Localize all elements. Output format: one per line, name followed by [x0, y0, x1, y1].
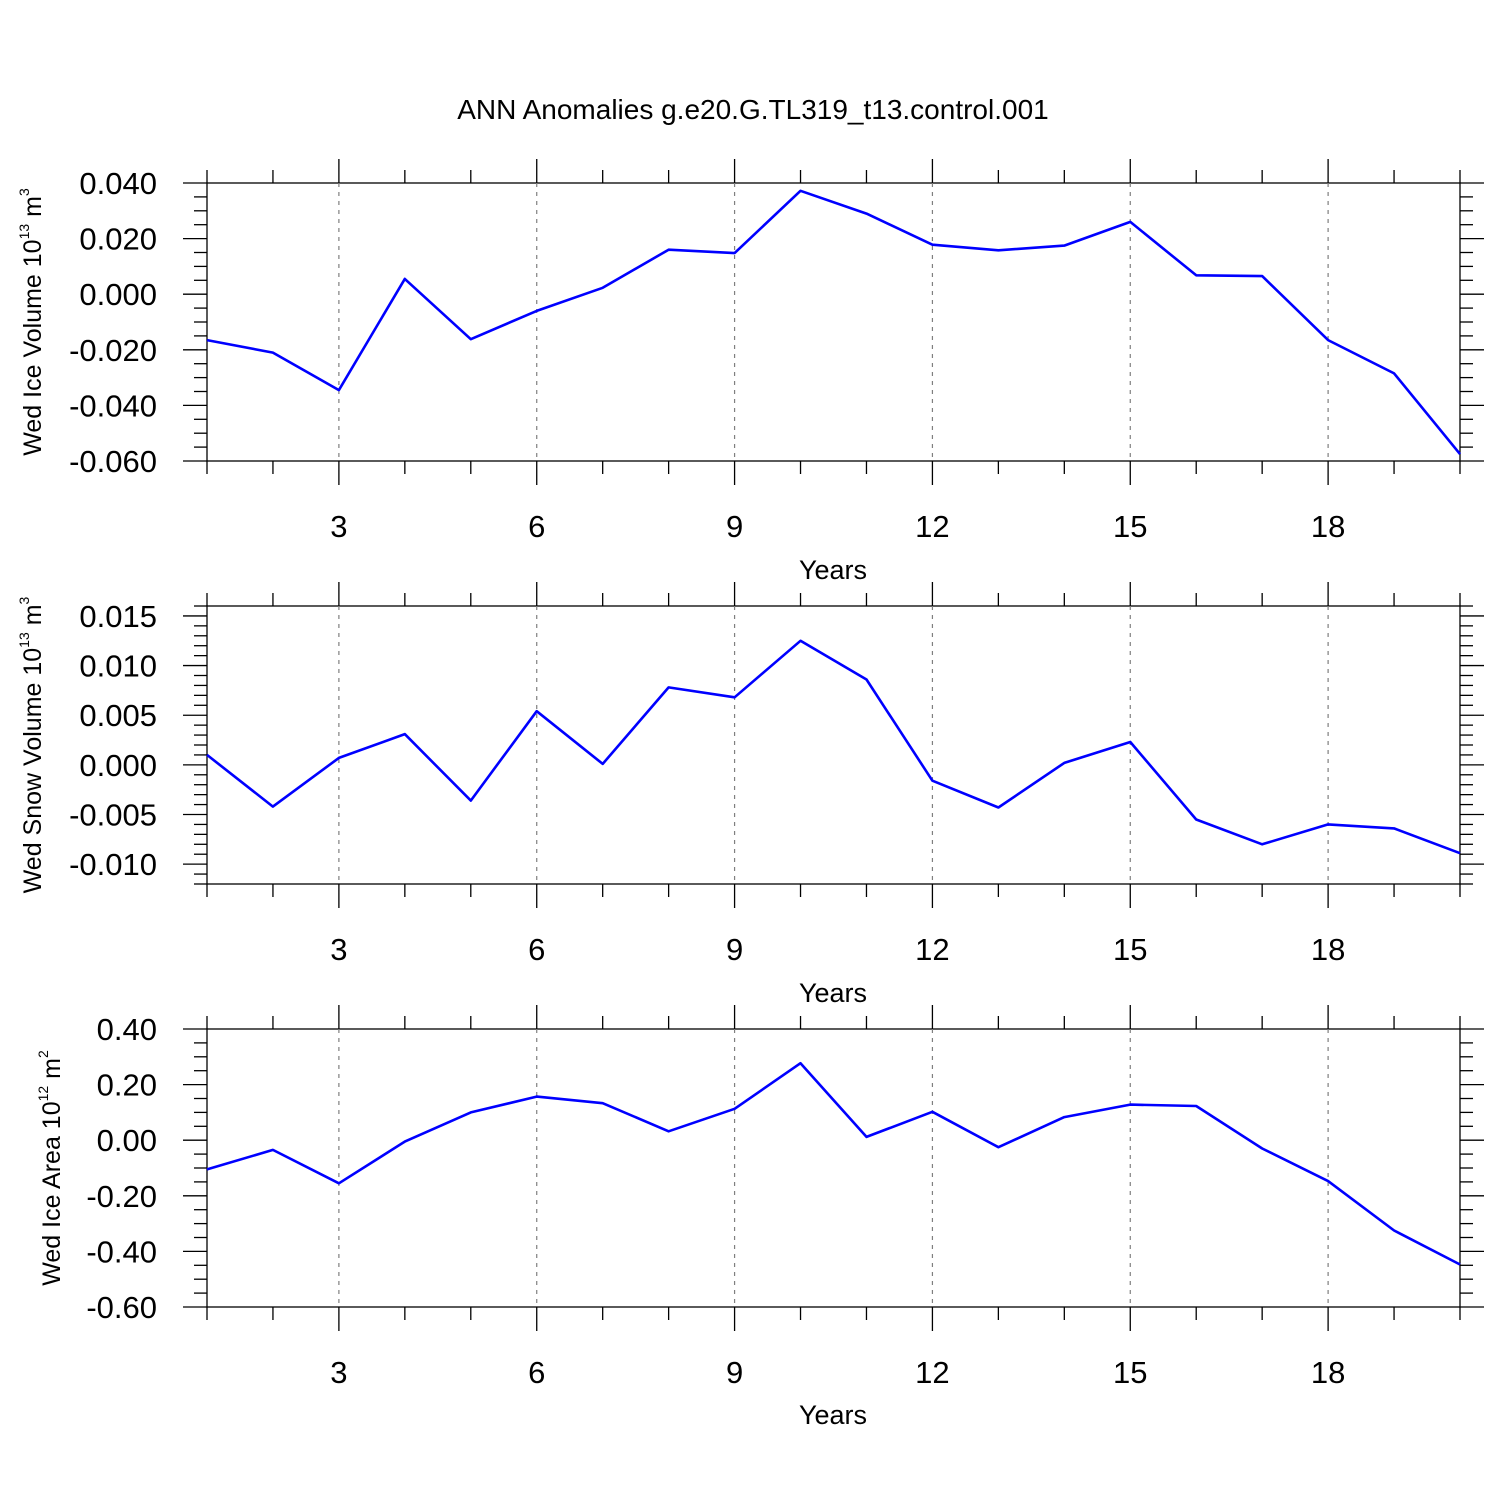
y-axis-label-text: Wed Snow Volume 10	[19, 648, 47, 894]
x-tick-label: 9	[726, 509, 743, 544]
x-tick-label: 12	[915, 932, 949, 967]
y-axis-label: Wed Ice Area 1012 m2	[35, 1050, 66, 1286]
y-tick-label: -0.40	[86, 1234, 157, 1269]
y-tick-label: -0.20	[86, 1179, 157, 1214]
y-tick-label: -0.040	[69, 388, 157, 423]
x-tick-label: 18	[1311, 1355, 1345, 1390]
x-tick-label: 6	[528, 1355, 545, 1390]
y-tick-label: -0.60	[86, 1290, 157, 1325]
x-tick-label: 12	[915, 1355, 949, 1390]
y-tick-label: 0.005	[79, 698, 157, 733]
y-tick-label: 0.010	[79, 649, 157, 684]
series-line	[206, 639, 1461, 855]
x-tick-label: 9	[726, 932, 743, 967]
x-tick-label: 9	[726, 1355, 743, 1390]
x-tick-label: 3	[330, 932, 347, 967]
y-axis-label-exponent: 13	[16, 224, 32, 240]
y-tick-label: 0.020	[79, 222, 157, 257]
y-tick-label: -0.005	[69, 798, 157, 833]
x-tick-label: 3	[330, 509, 347, 544]
x-tick-label: 6	[528, 509, 545, 544]
panel-ice-volume: 0.040 0.020 0.000 -0.020 -0.040 -0.060 3 6 9 12 15…	[16, 159, 1484, 585]
y-axis-label-text: Wed Ice Area 10	[38, 1101, 66, 1285]
series-line	[206, 189, 1462, 455]
y-axis-label-unit-exponent: 3	[16, 188, 32, 196]
plot-frame	[206, 182, 1461, 462]
plot-frame	[206, 1028, 1461, 1308]
x-tick-label: 15	[1113, 1355, 1147, 1390]
x-tick-label: 18	[1311, 932, 1345, 967]
y-axis-label-exponent: 12	[35, 1086, 51, 1102]
y-tick-label: -0.020	[69, 333, 157, 368]
y-tick-label: 0.015	[79, 599, 157, 634]
y-tick-label: 0.20	[97, 1068, 157, 1103]
y-tick-label: -0.060	[69, 444, 157, 479]
x-tick-label: 15	[1113, 509, 1147, 544]
y-axis-label-text: Wed Ice Volume 10	[19, 239, 47, 455]
x-tick-label: 12	[915, 509, 949, 544]
y-axis-label-exponent: 13	[16, 632, 32, 648]
series-line	[206, 1061, 1461, 1266]
y-axis-label-unit-exponent: 2	[35, 1050, 51, 1058]
x-tick-label: 3	[330, 1355, 347, 1390]
figure-title: ANN Anomalies g.e20.G.TL319_t13.control.…	[457, 94, 1048, 125]
y-tick-label: 0.000	[79, 277, 157, 312]
y-axis-label-unit: m	[19, 604, 47, 632]
x-tick-label: 18	[1311, 509, 1345, 544]
y-axis-label-unit-exponent: 3	[16, 596, 32, 604]
y-axis-label: Wed Snow Volume 1013 m3	[16, 596, 47, 893]
x-axis-label: Years	[799, 1400, 867, 1430]
y-tick-label: -0.010	[69, 847, 157, 882]
y-axis-label: Wed Ice Volume 1013 m3	[16, 188, 47, 456]
y-axis-label-unit: m	[38, 1058, 66, 1086]
panel-snow-volume: 0.015 0.010 0.005 0.000 -0.005 -0.010 3 6 9 12 15 1…	[16, 582, 1484, 1008]
x-tick-label: 6	[528, 932, 545, 967]
x-axis-label: Years	[799, 978, 867, 1008]
x-tick-label: 15	[1113, 932, 1147, 967]
x-axis-label: Years	[799, 555, 867, 585]
panel-ice-area: 0.40 0.20 0.00 -0.20 -0.40 -0.60 3 6 9 12 15 18 Yea…	[35, 1005, 1484, 1430]
y-tick-label: 0.000	[79, 748, 157, 783]
y-axis-label-unit: m	[19, 196, 47, 224]
y-tick-label: 0.00	[97, 1123, 157, 1158]
y-tick-label: 0.40	[97, 1012, 157, 1047]
y-tick-label: 0.040	[79, 166, 157, 201]
